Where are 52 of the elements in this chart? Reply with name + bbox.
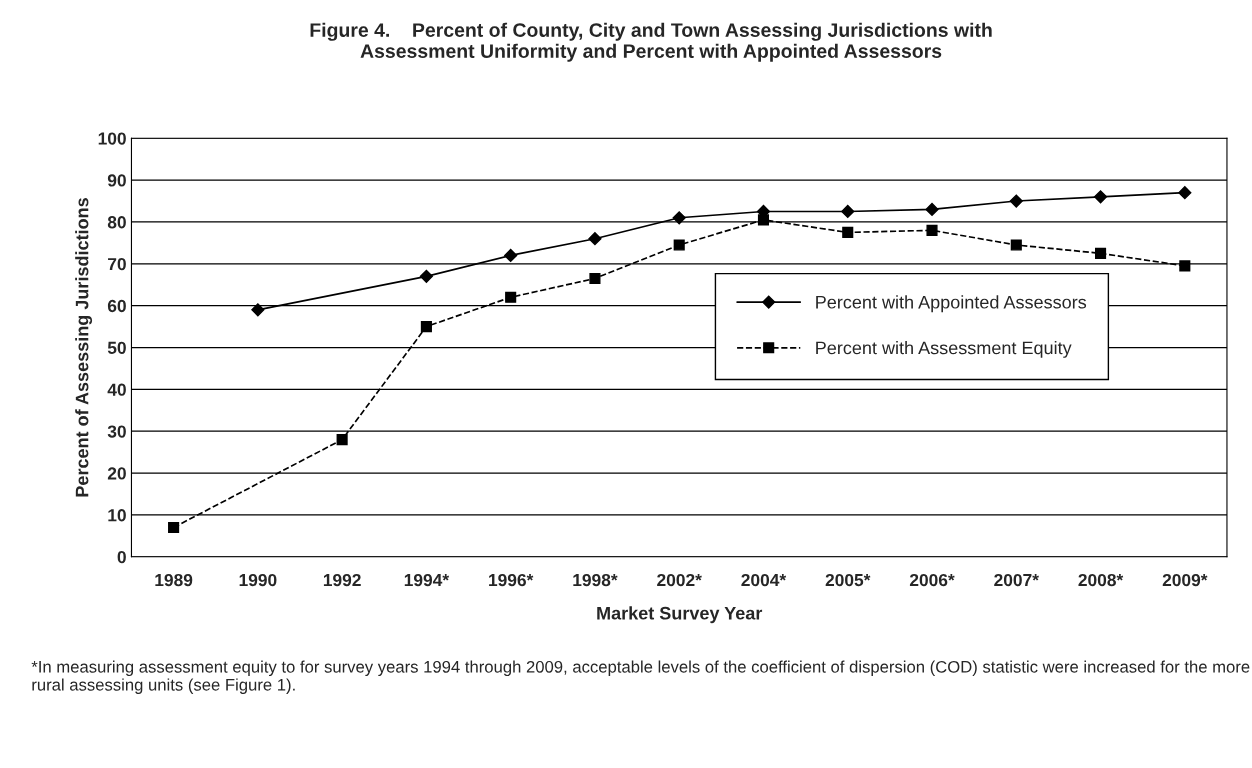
point [757,214,770,226]
legend-label: Percent with Appointed Assessors [816,295,1087,313]
chart-title: Figure 4. Percent of County, City and Town Assessing Jurisdictions with Assessment Uniformity and Percent with Appointed Assessors [310,22,992,62]
point [1009,194,1023,208]
y-tick-label: 80 [107,216,126,229]
point [925,202,939,216]
point [1093,190,1108,204]
x-axis-title: Market Survey Year [597,606,763,624]
x-tick-label: 2002* [657,573,702,587]
x-tick-label: 1998* [573,573,618,587]
point [419,269,433,283]
point [1179,260,1191,272]
y-tick-label: 90 [107,174,126,187]
y-tick-label: 100 [98,132,126,145]
x-tick-label: 2008* [1078,573,1124,587]
x-tick-label: 1990 [239,573,277,587]
y-tick-label: 70 [108,257,126,271]
point [1094,247,1107,259]
y-tick-label: 40 [107,383,126,396]
point [841,204,855,219]
point [336,434,348,446]
point [672,211,686,225]
point [589,272,601,285]
point [842,226,854,238]
y-tick-label: 60 [107,299,126,313]
point [504,248,518,263]
x-tick-label: 1996* [489,573,534,587]
point [673,239,685,251]
point [926,224,938,236]
y-tick-label: 30 [107,425,126,438]
x-tick-label: 1992 [323,573,361,587]
x-tick-label: 2004* [741,573,787,587]
x-tick-label: 2007* [994,573,1039,587]
point [251,303,265,317]
text: *In measuring assessment equity to for survey years 1994 through 2009, acceptable levels of the coefficient of dispersion (COD) statistic were increased for the more rural assessing units (see Figure 1). [31,660,1250,694]
point [588,232,602,246]
x-tick-label: 2005* [825,573,871,587]
x-tick-label: 2009* [1162,573,1208,587]
point [168,521,180,534]
y-tick-label: 0 [117,550,126,564]
point [505,291,517,303]
point [420,321,432,333]
y-tick-label: 20 [107,467,126,480]
y-tick-label: 50 [107,341,126,354]
x-tick-label: 1994* [404,573,450,587]
x-tick-label: 1989 [155,573,193,587]
x-tick-label: 2006* [909,573,955,587]
point [1178,186,1192,200]
y-axis-title: Percent of Assessing Jurisdictions [75,198,93,497]
point [1010,239,1022,251]
y-tick-label: 10 [108,509,126,522]
legend-label: Percent with Assessment Equity [816,341,1072,358]
